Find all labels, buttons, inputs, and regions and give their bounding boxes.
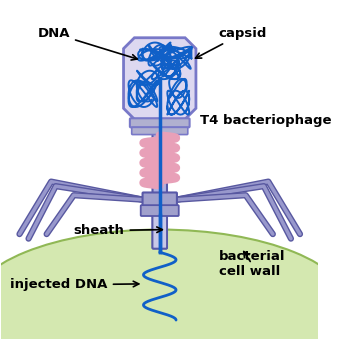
FancyBboxPatch shape [153,126,167,248]
FancyBboxPatch shape [153,214,167,248]
Text: sheath: sheath [74,224,162,237]
Polygon shape [124,38,196,119]
FancyBboxPatch shape [141,205,179,216]
Text: T4 bacteriophage: T4 bacteriophage [201,114,332,127]
Ellipse shape [0,230,350,356]
Text: injected DNA: injected DNA [10,278,139,292]
Text: DNA: DNA [37,27,137,60]
Text: bacterial
cell wall: bacterial cell wall [218,250,285,278]
FancyBboxPatch shape [132,127,188,135]
FancyBboxPatch shape [130,118,190,127]
FancyBboxPatch shape [142,193,177,207]
Text: capsid: capsid [196,27,267,58]
